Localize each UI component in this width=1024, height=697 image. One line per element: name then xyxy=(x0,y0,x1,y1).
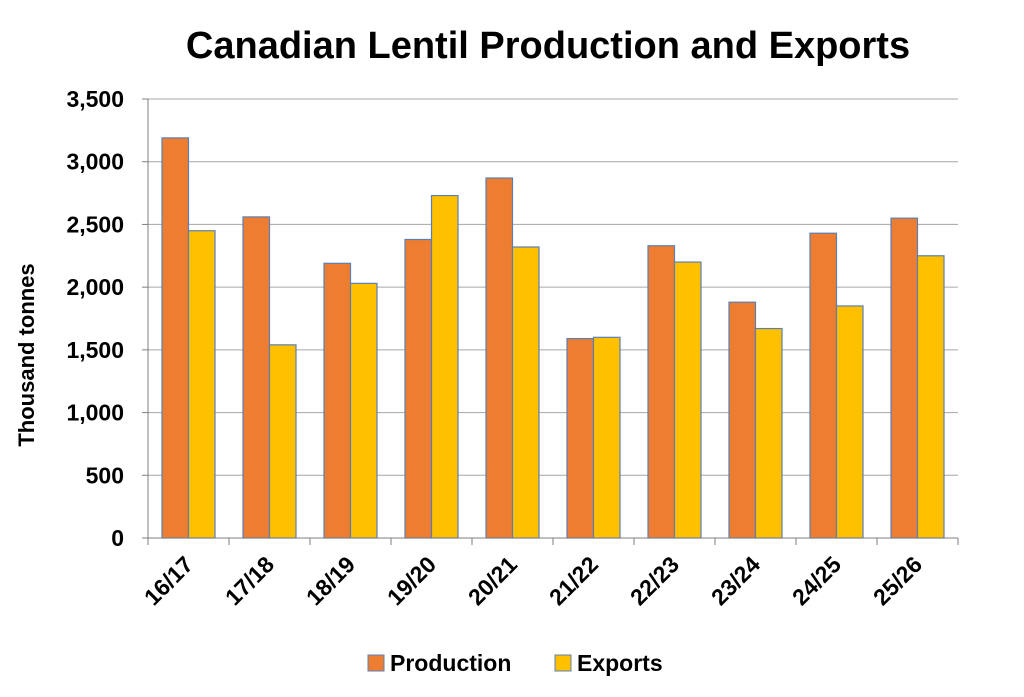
bar-exports-24-25 xyxy=(835,305,864,539)
bar-production-18-19 xyxy=(323,262,352,539)
x-tick-label: 23/24 xyxy=(706,551,765,610)
bar-production-25-26 xyxy=(890,217,919,539)
bar-exports-23-24 xyxy=(754,327,783,539)
x-tick-label: 21/22 xyxy=(544,551,603,610)
bar-exports-18-19 xyxy=(349,282,378,539)
bar-exports-20-21 xyxy=(511,246,540,539)
y-tick-label: 2,500 xyxy=(66,211,124,237)
legend-swatch-exports xyxy=(554,654,572,672)
bar-production-23-24 xyxy=(728,301,757,539)
x-tick-label: 24/25 xyxy=(787,551,846,610)
x-tick-label: 18/19 xyxy=(301,551,360,610)
x-tick-label: 22/23 xyxy=(625,551,684,610)
legend: Production Exports xyxy=(367,650,663,676)
y-tick-label: 3,000 xyxy=(66,149,124,175)
bar-exports-25-26 xyxy=(916,255,945,539)
bar-exports-16-17 xyxy=(187,230,216,539)
x-tick-label: 19/20 xyxy=(382,551,441,610)
bar-production-21-22 xyxy=(566,337,595,539)
bars xyxy=(161,137,945,539)
bar-production-19-20 xyxy=(404,238,433,539)
legend-label-exports: Exports xyxy=(577,650,663,676)
y-tick-label: 500 xyxy=(86,462,124,488)
y-tick-label: 3,500 xyxy=(66,86,124,112)
y-tick-label: 0 xyxy=(111,525,124,551)
bar-production-17-18 xyxy=(242,216,271,539)
x-tick-label: 25/26 xyxy=(868,551,927,610)
bar-production-20-21 xyxy=(485,177,514,539)
y-tick-label: 1,000 xyxy=(66,400,124,426)
chart-title: Canadian Lentil Production and Exports xyxy=(186,25,910,67)
bar-production-24-25 xyxy=(809,232,838,539)
y-axis-label: Thousand tonnes xyxy=(14,263,39,446)
bar-exports-22-23 xyxy=(673,261,702,539)
x-axis-ticks: 16/17 17/18 18/19 19/20 20/21 21/22 22/23 23/24… xyxy=(139,538,959,610)
legend-label-production: Production xyxy=(390,650,511,676)
bar-production-16-17 xyxy=(161,137,190,539)
y-axis-ticks: 0 500 1,000 1,500 2,000 2,500 3,000 3,500 xyxy=(66,86,148,551)
bar-exports-21-22 xyxy=(592,336,621,539)
x-tick-label: 17/18 xyxy=(220,551,279,610)
legend-swatch-production xyxy=(367,654,385,672)
y-tick-label: 2,000 xyxy=(66,274,124,300)
y-tick-label: 1,500 xyxy=(66,337,124,363)
bar-production-22-23 xyxy=(647,245,676,539)
bar-exports-17-18 xyxy=(268,344,297,539)
x-tick-label: 16/17 xyxy=(139,551,198,610)
x-tick-label: 20/21 xyxy=(463,551,522,610)
bar-exports-19-20 xyxy=(430,194,459,539)
